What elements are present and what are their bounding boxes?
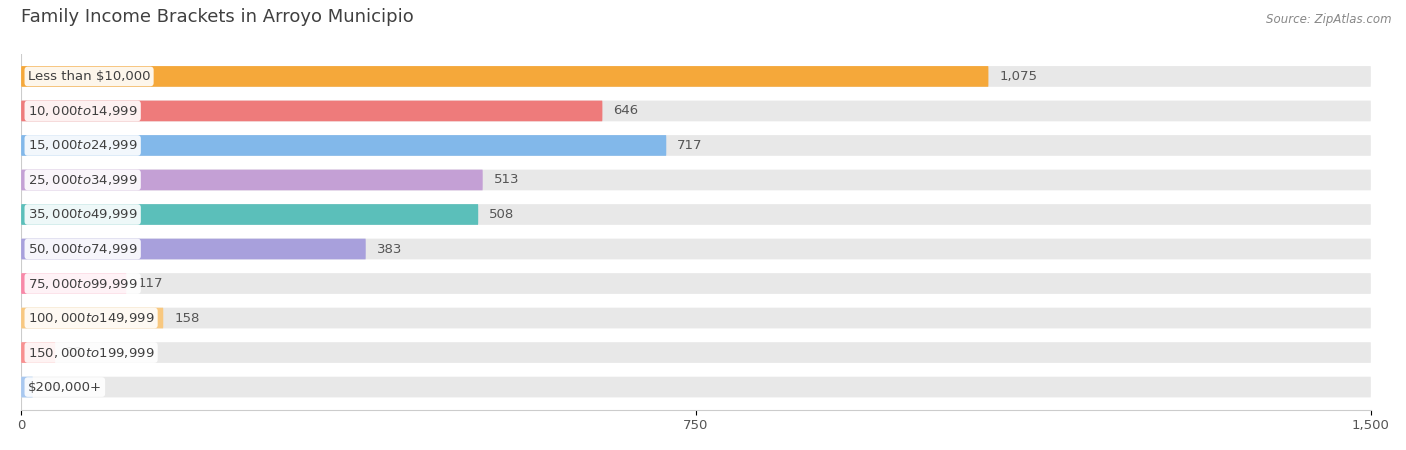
FancyBboxPatch shape — [21, 308, 163, 328]
Text: 508: 508 — [489, 208, 515, 221]
Text: $35,000 to $49,999: $35,000 to $49,999 — [28, 207, 138, 221]
FancyBboxPatch shape — [21, 135, 666, 156]
Text: 158: 158 — [174, 311, 200, 324]
Text: $200,000+: $200,000+ — [28, 381, 101, 394]
Text: 513: 513 — [494, 174, 519, 186]
Text: Family Income Brackets in Arroyo Municipio: Family Income Brackets in Arroyo Municip… — [21, 8, 413, 26]
Text: 117: 117 — [138, 277, 163, 290]
Text: $150,000 to $199,999: $150,000 to $199,999 — [28, 346, 155, 360]
FancyBboxPatch shape — [21, 342, 1371, 363]
Text: $25,000 to $34,999: $25,000 to $34,999 — [28, 173, 138, 187]
Text: $10,000 to $14,999: $10,000 to $14,999 — [28, 104, 138, 118]
FancyBboxPatch shape — [21, 170, 482, 190]
FancyBboxPatch shape — [21, 238, 1371, 259]
Text: 38: 38 — [66, 346, 83, 359]
Text: Less than $10,000: Less than $10,000 — [28, 70, 150, 83]
Text: $15,000 to $24,999: $15,000 to $24,999 — [28, 139, 138, 153]
FancyBboxPatch shape — [21, 101, 602, 122]
FancyBboxPatch shape — [21, 170, 1371, 190]
Text: 646: 646 — [613, 104, 638, 117]
FancyBboxPatch shape — [21, 135, 1371, 156]
FancyBboxPatch shape — [21, 273, 127, 294]
FancyBboxPatch shape — [21, 204, 1371, 225]
FancyBboxPatch shape — [21, 308, 1371, 328]
FancyBboxPatch shape — [21, 204, 478, 225]
Text: 13: 13 — [44, 381, 60, 394]
FancyBboxPatch shape — [21, 342, 55, 363]
Text: $100,000 to $149,999: $100,000 to $149,999 — [28, 311, 155, 325]
FancyBboxPatch shape — [21, 66, 1371, 87]
FancyBboxPatch shape — [21, 101, 1371, 122]
Text: 1,075: 1,075 — [1000, 70, 1038, 83]
Text: $75,000 to $99,999: $75,000 to $99,999 — [28, 276, 138, 291]
Text: $50,000 to $74,999: $50,000 to $74,999 — [28, 242, 138, 256]
Text: Source: ZipAtlas.com: Source: ZipAtlas.com — [1267, 14, 1392, 27]
Text: 717: 717 — [678, 139, 703, 152]
FancyBboxPatch shape — [21, 377, 1371, 397]
FancyBboxPatch shape — [21, 66, 988, 87]
FancyBboxPatch shape — [21, 377, 32, 397]
FancyBboxPatch shape — [21, 273, 1371, 294]
FancyBboxPatch shape — [21, 238, 366, 259]
Text: 383: 383 — [377, 243, 402, 256]
